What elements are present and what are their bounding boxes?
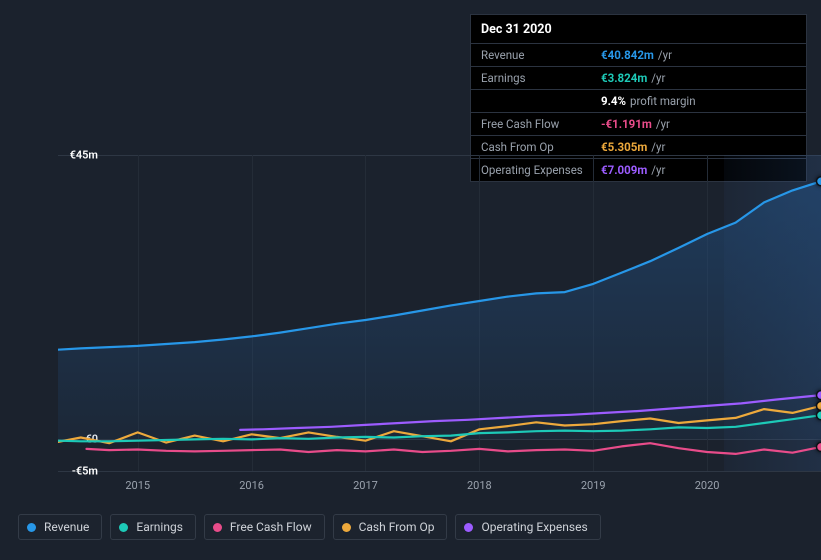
- tooltip-row-label: Free Cash Flow: [481, 117, 601, 131]
- legend: Revenue Earnings Free Cash Flow Cash From O…: [18, 514, 601, 540]
- legend-item-revenue[interactable]: Revenue: [18, 514, 102, 540]
- legend-swatch: [27, 523, 36, 532]
- tooltip-row-label: Cash From Op: [481, 140, 601, 154]
- legend-swatch: [213, 523, 222, 532]
- tooltip-row-value: €3.824m: [601, 71, 647, 85]
- tooltip-row: Earnings€3.824m/yr: [471, 67, 806, 90]
- tooltip-row-suffix: /yr: [656, 117, 670, 131]
- legend-label: Cash From Op: [359, 520, 435, 534]
- financial-chart[interactable]: €45m€0-€5m201520162017201820192020: [18, 155, 821, 471]
- tooltip-row-value: -€1.191m: [601, 117, 652, 131]
- series-line-free_cash_flow: [87, 443, 821, 454]
- series-endpoint-revenue: [817, 177, 821, 186]
- tooltip-date: Dec 31 2020: [471, 15, 806, 44]
- legend-label: Operating Expenses: [481, 520, 587, 534]
- series-endpoint-cash_from_op: [817, 401, 821, 410]
- x-axis-label: 2019: [581, 479, 606, 492]
- x-axis-label: 2020: [695, 479, 720, 492]
- legend-item-earnings[interactable]: Earnings: [110, 514, 196, 540]
- gridline: [58, 471, 821, 472]
- tooltip-row-suffix: profit margin: [630, 94, 696, 108]
- legend-item-free_cash_flow[interactable]: Free Cash Flow: [204, 514, 325, 540]
- series-endpoint-operating_expenses: [817, 391, 821, 400]
- legend-swatch: [119, 523, 128, 532]
- legend-label: Earnings: [136, 520, 183, 534]
- tooltip-row: .9.4%profit margin: [471, 90, 806, 113]
- x-axis-label: 2015: [125, 479, 150, 492]
- tooltip-row-suffix: /yr: [651, 71, 665, 85]
- legend-item-cash_from_op[interactable]: Cash From Op: [333, 514, 448, 540]
- series-endpoint-earnings: [817, 411, 821, 420]
- legend-label: Free Cash Flow: [230, 520, 312, 534]
- legend-label: Revenue: [44, 520, 89, 534]
- tooltip-row: Free Cash Flow-€1.191m/yr: [471, 113, 806, 136]
- tooltip-row-suffix: /yr: [651, 140, 665, 154]
- tooltip-row-value: €5.305m: [601, 140, 647, 154]
- x-axis-label: 2017: [353, 479, 378, 492]
- tooltip-row-value: 9.4%: [601, 94, 626, 108]
- tooltip-row-label: Revenue: [481, 48, 601, 62]
- x-axis-label: 2016: [239, 479, 264, 492]
- x-axis-label: 2018: [467, 479, 492, 492]
- plot-area: €45m€0-€5m201520162017201820192020: [58, 155, 821, 471]
- chart-svg: [58, 155, 821, 471]
- series-endpoint-free_cash_flow: [817, 442, 821, 451]
- legend-swatch: [342, 523, 351, 532]
- legend-item-operating_expenses[interactable]: Operating Expenses: [455, 514, 600, 540]
- legend-swatch: [464, 523, 473, 532]
- tooltip-row-label: Earnings: [481, 71, 601, 85]
- tooltip-row: Revenue€40.842m/yr: [471, 44, 806, 67]
- tooltip-row-value: €40.842m: [601, 48, 654, 62]
- revenue-area-fill: [58, 181, 821, 439]
- tooltip-row-suffix: /yr: [658, 48, 672, 62]
